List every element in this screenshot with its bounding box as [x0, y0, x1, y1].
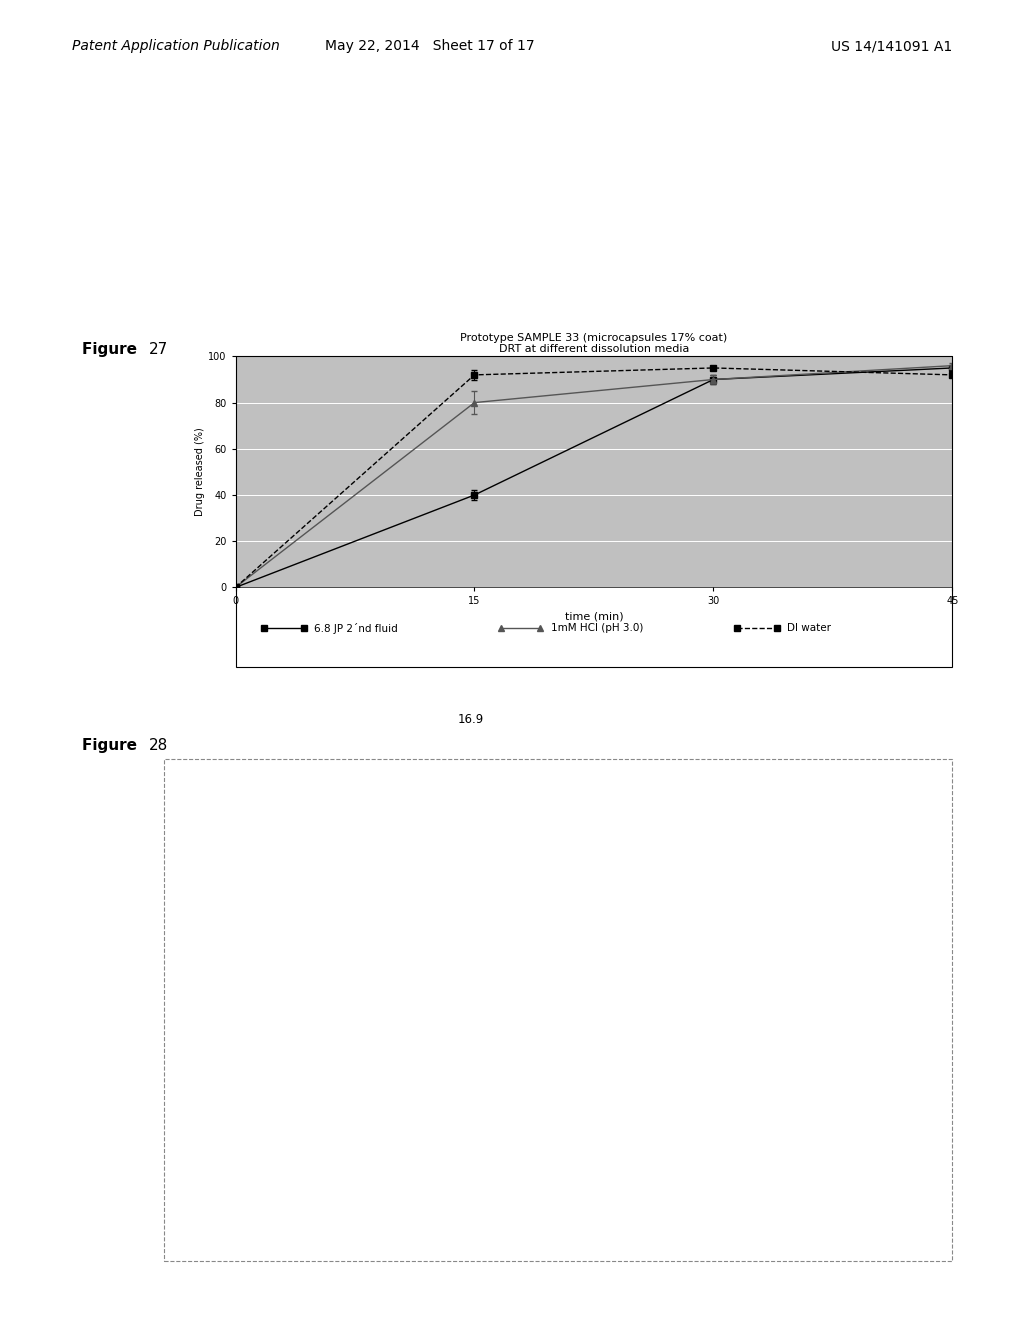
Text: 10: 10: [497, 763, 509, 772]
Text: 8: 8: [492, 807, 498, 814]
Text: Binder solution (dg): Binder solution (dg): [710, 1074, 813, 1085]
Text: 16.9: 16.9: [458, 713, 484, 726]
Text: 27: 27: [148, 342, 168, 358]
Text: 6.8 JP 2´nd fluid: 6.8 JP 2´nd fluid: [314, 623, 398, 634]
Text: 13.5: 13.5: [728, 977, 754, 990]
Text: 4.2: 4.2: [652, 1159, 672, 1172]
Text: 2: 2: [476, 936, 482, 945]
Text: Atomizing air pressure (bar): Atomizing air pressure (bar): [710, 1193, 856, 1203]
Text: 4: 4: [481, 892, 487, 902]
Y-axis label: Drug released (%): Drug released (%): [196, 428, 206, 516]
Text: 6: 6: [486, 849, 493, 858]
Text: May 22, 2014   Sheet 17 of 17: May 22, 2014 Sheet 17 of 17: [326, 40, 535, 53]
Text: 0.9: 0.9: [196, 977, 214, 990]
Text: 1.1: 1.1: [270, 1159, 290, 1172]
Text: 28: 28: [148, 738, 168, 754]
X-axis label: time (min): time (min): [564, 612, 624, 622]
Text: Figure: Figure: [82, 738, 142, 754]
Text: Figure: Figure: [82, 342, 142, 358]
Text: inlet air humidity (g/Kg): inlet air humidity (g/Kg): [710, 1134, 834, 1144]
Text: 2.9: 2.9: [652, 795, 672, 808]
Text: US 14/141091 A1: US 14/141091 A1: [831, 40, 952, 53]
Text: 0.8: 0.8: [270, 795, 290, 808]
Text: 14.8: 14.8: [458, 1241, 484, 1254]
Text: 1mM HCl (pH 3.0): 1mM HCl (pH 3.0): [551, 623, 643, 634]
Title: Prototype SAMPLE 33 (microcapsules 17% coat)
DRT at different dissolution media: Prototype SAMPLE 33 (microcapsules 17% c…: [461, 333, 727, 354]
Text: DI water: DI water: [787, 623, 831, 634]
Text: Patent Application Publication: Patent Application Publication: [72, 40, 280, 53]
